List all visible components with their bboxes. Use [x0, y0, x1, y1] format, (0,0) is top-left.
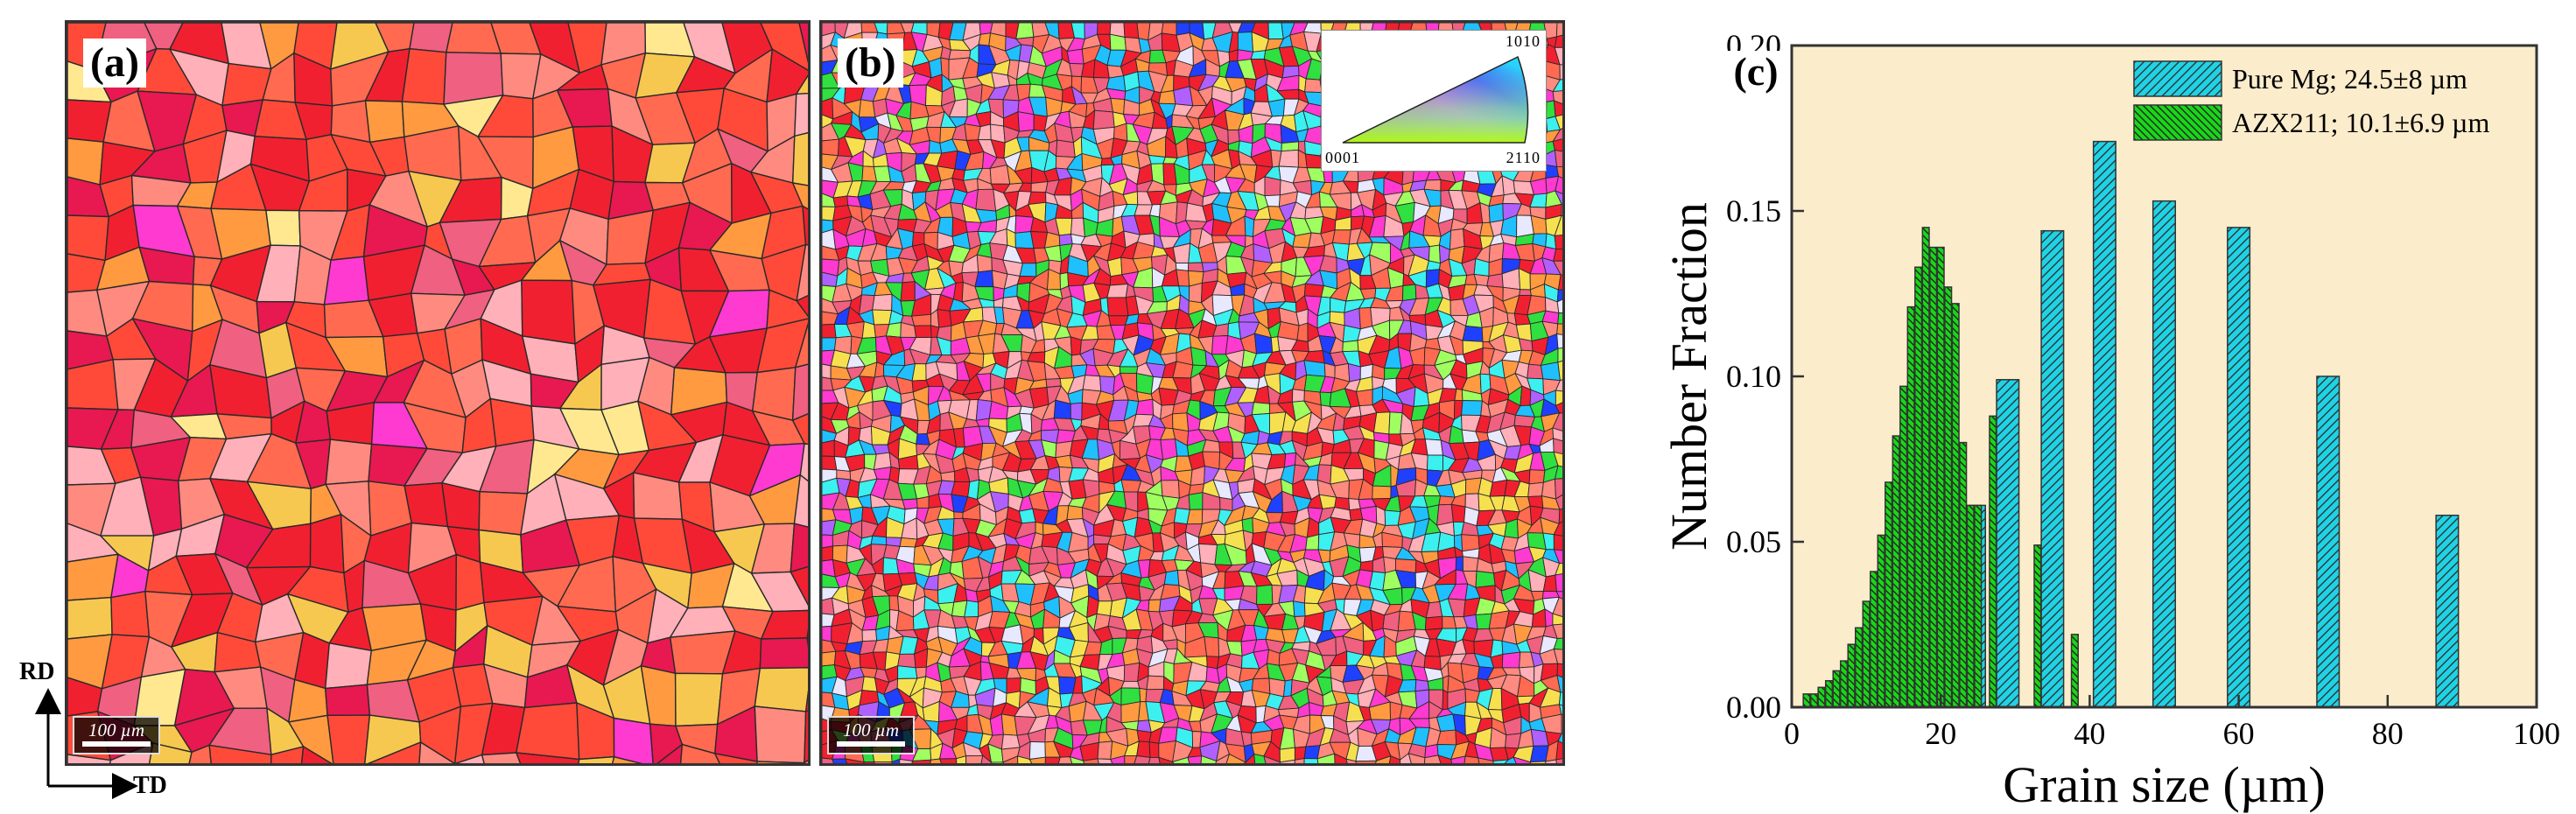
- bar-azx211-7: [1855, 627, 1864, 708]
- legend-swatch-1: [2133, 104, 2222, 141]
- legend: Pure Mg; 24.5±8 µm AZX211; 10.1±6.9 µm: [2133, 60, 2489, 141]
- panel-c-label-box: (c): [1724, 49, 1787, 96]
- bar-azx211-10: [1877, 534, 1885, 708]
- ipf-label-right: 2110: [1506, 149, 1541, 166]
- x-tick-label-1: 20: [1925, 716, 1956, 751]
- bar-pure-mg-2: [1996, 379, 2020, 708]
- bar-azx211-16: [1921, 227, 1930, 708]
- bar-azx211-23: [1974, 504, 1983, 708]
- scale-line-a: [82, 741, 151, 747]
- ipf-color-key: 1010 0001 2110: [1321, 30, 1547, 172]
- bar-azx211-26: [2070, 634, 2079, 708]
- bar-azx211-14: [1906, 305, 1915, 708]
- bar-azx211-17: [1929, 246, 1938, 708]
- bar-azx211-20: [1951, 303, 1960, 708]
- bar-azx211-21: [1959, 441, 1968, 708]
- y-tick-label-0: 0.00: [1726, 690, 1781, 725]
- bar-azx211-2: [1817, 686, 1826, 708]
- grain-map-b: [822, 23, 1562, 763]
- panel-b-label: (b): [838, 39, 903, 88]
- bar-azx211-0: [1802, 693, 1811, 708]
- bar-azx211-8: [1862, 600, 1871, 708]
- bar-azx211-19: [1944, 286, 1953, 708]
- legend-label-1: AZX211; 10.1±6.9 µm: [2232, 107, 2489, 138]
- scale-text-a: 100 µm: [88, 719, 144, 740]
- scale-text-b: 100 µm: [842, 719, 899, 740]
- scale-line-b: [837, 741, 905, 747]
- bar-pure-mg-5: [2151, 200, 2177, 708]
- bar-azx211-1: [1809, 693, 1819, 708]
- bar-pure-mg-4: [2092, 140, 2116, 708]
- x-tick-label-5: 100: [2513, 716, 2560, 751]
- bar-azx211-13: [1899, 385, 1908, 708]
- bar-pure-mg-8: [2435, 515, 2460, 708]
- bar-azx211-4: [1832, 670, 1841, 708]
- panel-c-label: (c): [1733, 49, 1778, 94]
- bar-azx211-15: [1914, 266, 1923, 708]
- y-tick-label-1: 0.05: [1726, 524, 1781, 559]
- bar-azx211-25: [2033, 544, 2042, 708]
- bar-azx211-5: [1839, 660, 1849, 708]
- rd-label: RD: [19, 658, 55, 685]
- x-axis-label: Grain size (µm): [2003, 756, 2325, 813]
- x-tick-label-2: 40: [2074, 716, 2105, 751]
- x-tick-label-3: 60: [2223, 716, 2255, 751]
- bar-azx211-9: [1870, 571, 1878, 708]
- rd-td-axes: [35, 688, 138, 799]
- legend-swatch-0: [2133, 60, 2222, 97]
- bar-azx211-11: [1885, 481, 1893, 708]
- bar-azx211-22: [1966, 504, 1975, 708]
- legend-label-0: Pure Mg; 24.5±8 µm: [2232, 63, 2467, 95]
- panel-a-label: (a): [83, 39, 146, 88]
- ipf-label-top: 1010: [1506, 32, 1541, 50]
- ebsd-map-pure-mg: (a) 100 µm: [65, 20, 811, 766]
- scale-bar-b: 100 µm: [827, 716, 915, 754]
- bar-azx211-3: [1824, 680, 1834, 708]
- bar-azx211-18: [1936, 246, 1945, 708]
- bar-azx211-6: [1847, 643, 1856, 708]
- y-tick-label-3: 0.15: [1726, 193, 1781, 228]
- scale-bar-a: 100 µm: [73, 716, 160, 754]
- bar-azx211-12: [1892, 435, 1900, 708]
- x-tick-label-0: 0: [1784, 716, 1800, 751]
- td-label: TD: [133, 772, 167, 799]
- ebsd-map-azx211: (b) 100 µm: [819, 20, 1565, 766]
- y-tick-label-2: 0.10: [1726, 359, 1781, 394]
- bar-pure-mg-7: [2316, 375, 2341, 708]
- bar-pure-mg-6: [2227, 227, 2251, 708]
- y-axis-label: Number Fraction: [1660, 202, 1717, 551]
- grain-map-a: [67, 23, 808, 763]
- x-tick-label-4: 80: [2372, 716, 2404, 751]
- bar-azx211-24: [1989, 415, 1997, 708]
- ipf-label-left: 0001: [1325, 149, 1360, 166]
- bar-pure-mg-3: [2040, 229, 2065, 708]
